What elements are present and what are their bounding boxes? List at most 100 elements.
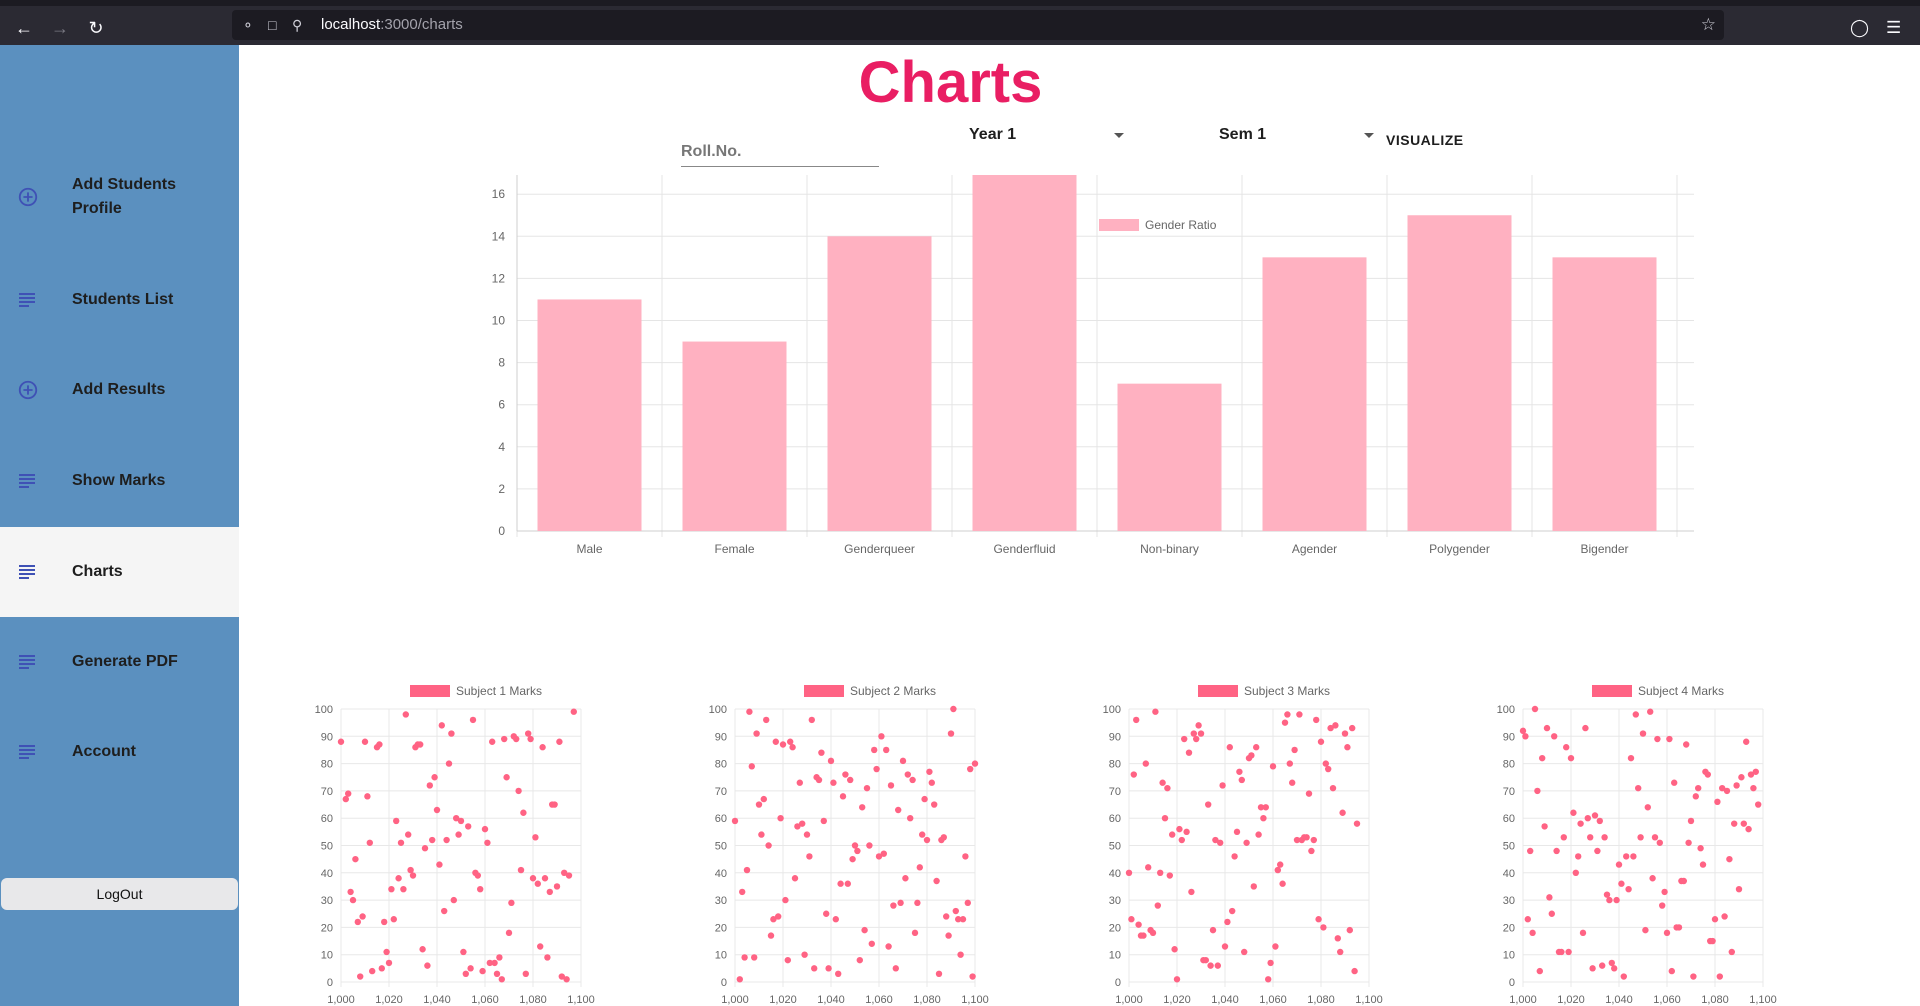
y-tick-label: 80: [1109, 759, 1121, 771]
url-host: localhost: [321, 16, 381, 33]
scatter-point: [873, 765, 880, 773]
x-tick-label: 1,080: [1307, 994, 1335, 1006]
scatter-point: [779, 741, 787, 748]
pocket-icon[interactable]: ◯: [1850, 18, 1870, 37]
scatter-point: [433, 806, 441, 814]
sidebar-item-charts[interactable]: Charts: [0, 527, 239, 617]
scatter-point: [789, 744, 796, 751]
y-tick-label: 8: [498, 356, 505, 370]
scatter-point: [1260, 815, 1267, 822]
scatter-point: [1207, 962, 1214, 969]
sidebar-item-label: Charts: [72, 563, 123, 580]
scatter-point: [1596, 817, 1603, 825]
sidebar-item-add-results[interactable]: Add Results: [0, 345, 239, 435]
x-tick-label: 1,020: [1557, 994, 1585, 1006]
scatter-point: [441, 907, 448, 915]
scatter-point: [1149, 929, 1157, 937]
scatter-point: [1253, 744, 1260, 751]
scatter-point: [827, 757, 835, 765]
scatter-point: [1687, 817, 1695, 825]
scatter-point: [1315, 916, 1322, 923]
sidebar-item-show-marks[interactable]: Show Marks: [0, 436, 239, 526]
sidebar-item-add-students-profile[interactable]: Add Students Profile: [0, 152, 239, 242]
scatter-point: [1647, 708, 1654, 715]
scatter-point: [1226, 744, 1233, 751]
scatter-point: [811, 965, 818, 972]
scatter-point: [1608, 959, 1615, 967]
scatter-point: [919, 831, 926, 838]
scatter-point: [1723, 787, 1731, 795]
visualize-button[interactable]: VISUALIZE: [1386, 132, 1464, 148]
scatter-point: [424, 962, 431, 969]
scatter-point: [890, 902, 897, 909]
legend-label: Subject 2 Marks: [850, 684, 936, 698]
x-tick-label: Non-binary: [1140, 542, 1199, 556]
scatter-point: [1699, 861, 1707, 868]
scatter-point: [1709, 937, 1716, 945]
year-select[interactable]: Year 1: [969, 120, 1124, 150]
address-bar[interactable]: ⚬ □ ⚲ localhost:3000/charts ☆: [232, 10, 1724, 40]
scatter-point: [376, 741, 383, 748]
scatter-point: [842, 771, 849, 778]
scatter-point: [1164, 784, 1171, 792]
scatter-point: [364, 793, 371, 800]
bookmark-star-icon[interactable]: ☆: [1700, 15, 1716, 34]
y-tick-label: 90: [321, 731, 333, 743]
scatter-point: [1683, 741, 1690, 748]
scatter-point: [955, 916, 962, 923]
x-tick-label: 1,080: [1701, 994, 1729, 1006]
scatter-point: [1344, 744, 1351, 751]
scatter-point: [950, 705, 957, 713]
y-tick-label: 16: [492, 187, 506, 201]
scatter-point: [551, 801, 558, 808]
sidebar-item-label: Show Marks: [72, 472, 166, 489]
scatter-point: [381, 918, 388, 926]
scatter-point: [1558, 948, 1565, 956]
x-tick-label: 1,060: [1259, 994, 1287, 1006]
scatter-point: [1303, 834, 1310, 841]
reload-icon[interactable]: ↻: [88, 18, 104, 38]
y-tick-label: 20: [1503, 922, 1515, 934]
sidebar-item-generate-pdf[interactable]: Generate PDF: [0, 617, 239, 707]
scatter-point: [1589, 965, 1596, 972]
y-tick-label: 20: [715, 922, 727, 934]
scatter-point: [1171, 946, 1178, 953]
scatter-point: [1145, 864, 1152, 871]
scatter-point: [851, 842, 859, 849]
y-tick-label: 20: [1109, 922, 1121, 934]
sidebar-item-account[interactable]: Account: [0, 707, 239, 797]
scatter-point: [448, 730, 455, 737]
logout-button[interactable]: LogOut: [1, 878, 238, 910]
scatter-point: [1274, 866, 1281, 874]
y-tick-label: 50: [321, 841, 333, 853]
subject-1-scatter-chart: 0 10 20 30 40 50 60 70 80 90 100 1,000 1,020 1,040 1,0…: [315, 684, 595, 1006]
legend-swatch: [1198, 685, 1238, 697]
sidebar-item-students-list[interactable]: Students List: [0, 255, 239, 345]
sidebar: Add Students Profile Students List Add R…: [0, 45, 239, 1006]
scatter-point: [1752, 768, 1759, 775]
scatter-point: [897, 899, 904, 907]
back-arrow-icon[interactable]: ←: [15, 18, 33, 38]
scatter-point: [1685, 839, 1692, 846]
scatter-point: [1209, 926, 1217, 934]
y-tick-label: 20: [321, 922, 333, 934]
forward-arrow-icon[interactable]: →: [51, 18, 69, 38]
scatter-point: [1551, 733, 1558, 740]
menu-icon[interactable]: ☰: [1886, 18, 1902, 37]
scatter-point: [561, 869, 568, 876]
scatter-point: [1193, 735, 1200, 743]
scatter-point: [1346, 926, 1353, 934]
scatter-point: [1289, 779, 1296, 786]
scatter-point: [385, 959, 393, 967]
scatter-point: [1656, 839, 1663, 846]
scatter-point: [450, 896, 457, 904]
scatter-point: [818, 749, 825, 756]
scatter-point: [746, 708, 753, 715]
scatter-point: [1738, 774, 1745, 781]
sem-select[interactable]: Sem 1: [1219, 120, 1374, 150]
y-tick-label: 12: [492, 271, 506, 285]
rollno-input[interactable]: Roll.No.: [681, 137, 879, 167]
scatter-point: [1236, 768, 1243, 775]
scatter-point: [361, 738, 369, 745]
y-tick-label: 14: [492, 229, 506, 243]
